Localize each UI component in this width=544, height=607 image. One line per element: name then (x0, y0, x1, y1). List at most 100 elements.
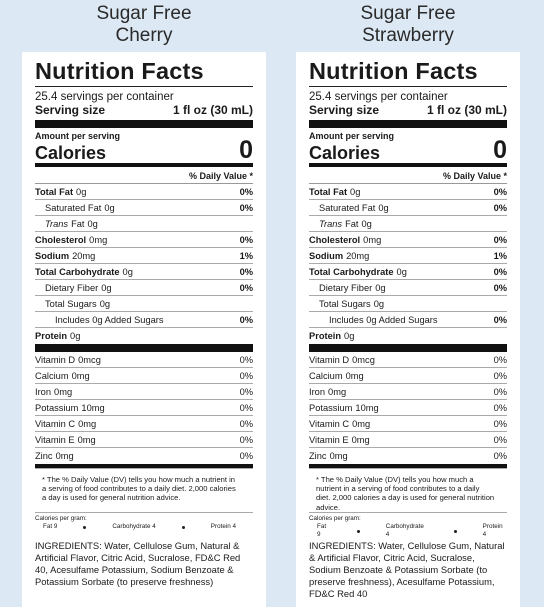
nutrient-name: Saturated Fat (45, 203, 102, 213)
nutrient-name: Cholesterol (35, 235, 87, 245)
nutrient-name: Protein (309, 331, 342, 341)
nutrient-row: Saturated Fat 0g 0% (35, 200, 253, 216)
nutrient-amount: 0g (104, 203, 115, 213)
nutrient-row: Trans Fat 0g (309, 216, 507, 232)
nutrient-name: Calcium (35, 371, 69, 381)
nutrient-row: Trans Fat 0g (35, 216, 253, 232)
nutrient-amount: 0mg (329, 451, 348, 461)
nutrient: Potassium 10mg (35, 400, 105, 415)
label-column: Sugar Free Strawberry Nutrition Facts 25.4 … (296, 0, 520, 607)
nutrient-amount: 0g (350, 187, 361, 197)
nutrient: Vitamin E 0mg (309, 432, 370, 447)
daily-value: 0% (493, 267, 507, 277)
nutrient: Includes 0g Added Sugars (309, 312, 438, 327)
cpg-item: Carbohydrate 4 (385, 523, 424, 538)
product-title: Sugar Free Cherry (22, 0, 266, 52)
nutrient-amount: 0g (70, 331, 81, 341)
nutrient-row: Cholesterol 0mg 0% (309, 232, 507, 248)
nutrient: Total Fat 0g (35, 184, 86, 199)
daily-value: 1% (239, 251, 253, 261)
medium-bar (35, 163, 253, 167)
nutrient-amount: 0mg (78, 419, 97, 429)
nutrient-name: Iron (35, 387, 52, 397)
thick-bar (309, 344, 507, 352)
title-line: Sugar Free (96, 3, 192, 24)
servings: 25.4 servings per container (35, 91, 174, 103)
nutrient: Calcium 0mg (309, 368, 364, 383)
daily-value: 0% (239, 355, 253, 365)
nutrient-row: Sodium 20mg 1% (35, 248, 253, 264)
nutrient: Calcium 0mg (35, 368, 90, 383)
nutrient-row: Dietary Fiber 0g 0% (309, 280, 507, 296)
daily-value: 0% (239, 267, 253, 277)
heading: Nutrition Facts (309, 58, 507, 87)
daily-value: 0% (239, 283, 253, 293)
footnote: * The % Daily Value (DV) tells you how m… (35, 468, 253, 508)
nutrient-row: Total Carbohydrate 0g 0% (35, 264, 253, 280)
daily-value: 0% (493, 187, 507, 197)
daily-value: 1% (493, 251, 507, 261)
nutrient-amount: 0g (361, 219, 372, 229)
nutrient-name: Iron (309, 387, 326, 397)
nutrient-amount: 0mcg (78, 355, 101, 365)
nutrient: Trans Fat 0g (309, 216, 372, 231)
cpg-item: Protein 4 (482, 523, 503, 538)
nutrient-amount: 0mg (54, 387, 73, 397)
nutrient: Dietary Fiber 0g (309, 280, 386, 295)
nutrient-amount: 20mg (346, 251, 370, 261)
nutrient: Iron 0mg (309, 384, 346, 399)
calories: Calories 0 (309, 137, 507, 163)
nutrient-row: Sodium 20mg 1% (309, 248, 507, 264)
bullet (83, 525, 87, 529)
medium-bar (35, 464, 253, 468)
nutrient-amount: 0mg (71, 371, 90, 381)
serving-size: Serving size 1 fl oz (30 mL) (309, 104, 507, 117)
nutrient-row: Vitamin D 0mcg 0% (309, 352, 507, 368)
nutrient-name: Vitamin C (309, 419, 350, 429)
nutrient-amount: 10mg (81, 403, 105, 413)
heading: Nutrition Facts (35, 58, 253, 87)
ingredients: INGREDIENTS: Water, Cellulose Gum, Natur… (309, 540, 505, 599)
bullet (453, 529, 457, 533)
nutrient: Vitamin C 0mg (35, 416, 96, 431)
medium-bar (309, 464, 507, 468)
nutrient-name: Total Fat (309, 187, 348, 197)
nutrient: Includes 0g Added Sugars (35, 312, 164, 327)
daily-value: 0% (493, 355, 507, 365)
nutrient-name: Total Sugars (45, 299, 97, 309)
nutrient-amount: 0g (76, 187, 87, 197)
nutrient-name: Cholesterol (309, 235, 361, 245)
cpg-items: Fat 9 Carbohydrate 4 Protein 4 (35, 523, 253, 531)
nutrient-amount: 0mg (363, 235, 382, 245)
nutrient: Cholesterol 0mg (309, 232, 381, 247)
nutrient-name: Total Fat (35, 187, 74, 197)
daily-value: 0% (493, 387, 507, 397)
daily-value: 0% (239, 451, 253, 461)
nutrient: Zinc 0mg (35, 448, 74, 464)
daily-value: 0% (493, 235, 507, 245)
bullet (181, 525, 185, 529)
daily-value: 0% (493, 283, 507, 293)
nutrient-row: Vitamin E 0mg 0% (309, 432, 507, 448)
nutrient-amount: 0g (99, 299, 111, 309)
nutrient-name: Zinc (35, 451, 53, 461)
nutrient: Total Carbohydrate 0g (35, 264, 133, 279)
thick-bar (309, 120, 507, 128)
calories-per-gram: Calories per gram: Fat 9 Carbohydrate 4 Pro… (35, 512, 253, 532)
nutrient-name: Includes 0g Added Sugars (329, 315, 438, 325)
nutrient-name: Protein (35, 331, 68, 341)
nutrient-name: Includes 0g Added Sugars (55, 315, 164, 325)
title-line: Cherry (115, 25, 173, 46)
nutrient-row: Protein 0g (309, 328, 507, 344)
nutrient-amount: 0mg (328, 387, 347, 397)
calories-per-gram: Calories per gram: Fat 9 Carbohydrate 4 Pro… (309, 512, 507, 538)
cpg-item: Fat 9 (317, 523, 327, 538)
cpg-items: Fat 9 Carbohydrate 4 Protein 4 (309, 523, 507, 539)
daily-value: 0% (493, 315, 507, 325)
thick-bar (35, 344, 253, 352)
nutrient-amount: 0g (373, 299, 385, 309)
nutrient: Cholesterol 0mg (35, 232, 107, 247)
nutrient-amount: 0mg (55, 451, 74, 461)
nutrient: Zinc 0mg (309, 448, 348, 464)
